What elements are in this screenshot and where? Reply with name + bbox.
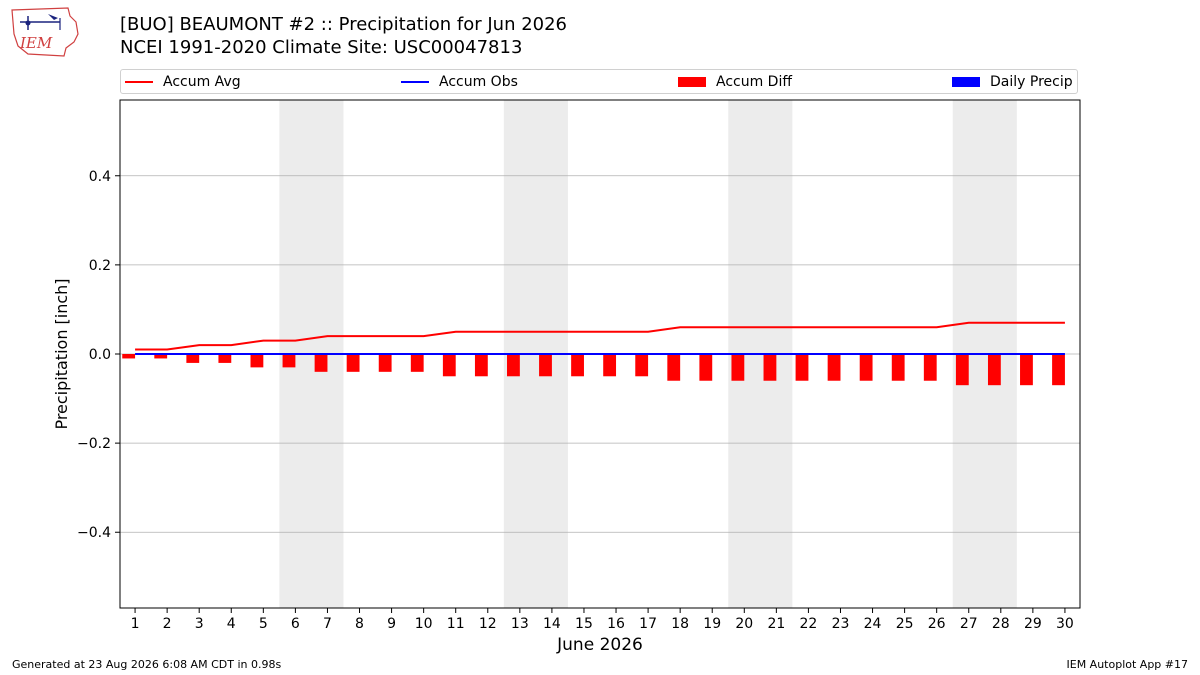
x-tick-label: 6 bbox=[291, 616, 300, 632]
accum-diff-bar-day-30 bbox=[1052, 354, 1065, 386]
x-tick-label: 30 bbox=[1056, 616, 1074, 632]
x-tick-label: 14 bbox=[543, 616, 561, 632]
x-tick-label: 2 bbox=[163, 616, 172, 632]
accum-diff-bar-day-20 bbox=[731, 354, 745, 381]
legend-item-accum-avg: Accum Avg bbox=[125, 70, 241, 93]
y-tick-label: 0.4 bbox=[89, 169, 111, 185]
legend-item-daily-precip: Daily Precip bbox=[952, 70, 1073, 93]
accum-diff-bar-day-23 bbox=[827, 354, 841, 381]
plot-frame bbox=[119, 99, 1081, 609]
accum-diff-bar-day-8 bbox=[346, 354, 360, 372]
x-tick-label: 4 bbox=[227, 616, 236, 632]
generated-footer: Generated at 23 Aug 2026 6:08 AM CDT in … bbox=[12, 658, 282, 671]
y-tick-label: −0.2 bbox=[77, 436, 111, 452]
app-footer: IEM Autoplot App #17 bbox=[1066, 658, 1189, 671]
accum-diff-bar-day-11 bbox=[442, 354, 456, 377]
iem-logo: IEM bbox=[11, 7, 79, 57]
legend-item-accum-obs: Accum Obs bbox=[401, 70, 518, 93]
legend-label-accum-diff: Accum Diff bbox=[716, 73, 793, 90]
accum-diff-bar-day-16 bbox=[603, 354, 617, 377]
x-tick-label: 9 bbox=[387, 616, 396, 632]
accum-diff-bar-day-13 bbox=[507, 354, 520, 377]
legend-label-accum-obs: Accum Obs bbox=[439, 73, 518, 90]
x-tick-label: 21 bbox=[767, 616, 785, 632]
legend-swatch-accum-avg bbox=[125, 80, 153, 83]
legend-swatch-accum-obs bbox=[401, 80, 429, 83]
accum-diff-bar-day-1 bbox=[122, 354, 136, 359]
accum-diff-bar-day-26 bbox=[923, 354, 937, 381]
accum-diff-bar-day-2 bbox=[154, 354, 168, 359]
accum-diff-bar-day-6 bbox=[282, 354, 296, 368]
x-tick-label: 26 bbox=[928, 616, 946, 632]
accum-diff-bar-day-4 bbox=[218, 354, 232, 363]
svg-text:IEM: IEM bbox=[19, 34, 53, 52]
x-tick-label: 17 bbox=[639, 616, 657, 632]
x-tick-label: 3 bbox=[195, 616, 204, 632]
legend-swatch-daily-precip bbox=[952, 76, 980, 87]
chart-title: [BUO] BEAUMONT #2 :: Precipitation for J… bbox=[120, 13, 567, 59]
x-tick-label: 20 bbox=[735, 616, 753, 632]
accum-diff-bar-day-14 bbox=[539, 354, 552, 377]
accum-diff-bar-day-24 bbox=[859, 354, 873, 381]
accum-diff-bar-day-9 bbox=[378, 354, 392, 372]
x-tick-label: 11 bbox=[447, 616, 465, 632]
legend-item-accum-diff: Accum Diff bbox=[678, 70, 792, 93]
title-line-2: NCEI 1991-2020 Climate Site: USC00047813 bbox=[120, 37, 523, 58]
x-tick-label: 12 bbox=[479, 616, 497, 632]
y-tick-label: 0.2 bbox=[89, 258, 111, 274]
x-tick-label: 13 bbox=[511, 616, 529, 632]
accum-avg-line bbox=[135, 321, 1065, 351]
accum-diff-bar-day-28 bbox=[987, 354, 1001, 386]
y-axis-label: Precipitation [inch] bbox=[52, 278, 71, 429]
accum-diff-bar-day-12 bbox=[474, 354, 488, 377]
x-tick-label: 22 bbox=[800, 616, 818, 632]
x-tick-label: 7 bbox=[323, 616, 332, 632]
y-tick-label: −0.4 bbox=[77, 525, 111, 541]
x-tick-label: 18 bbox=[671, 616, 689, 632]
legend-swatch-accum-diff bbox=[678, 76, 706, 87]
accum-diff-bar-day-25 bbox=[891, 354, 905, 381]
x-tick-label: 8 bbox=[355, 616, 364, 632]
x-tick-label: 15 bbox=[575, 616, 593, 632]
accum-diff-bar-day-17 bbox=[635, 354, 649, 377]
x-tick-label: 19 bbox=[703, 616, 721, 632]
x-tick-label: 10 bbox=[415, 616, 433, 632]
accum-diff-bar-day-5 bbox=[250, 354, 264, 368]
legend-label-daily-precip: Daily Precip bbox=[990, 73, 1073, 90]
x-tick-label: 1 bbox=[131, 616, 140, 632]
x-tick-label: 5 bbox=[259, 616, 268, 632]
x-tick-label: 24 bbox=[864, 616, 882, 632]
x-tick-label: 16 bbox=[607, 616, 625, 632]
accum-diff-bar-day-7 bbox=[314, 354, 328, 372]
accum-diff-bar-day-22 bbox=[795, 354, 809, 381]
chart-legend: Accum Avg Accum Obs Accum Diff Daily Pre… bbox=[120, 69, 1078, 94]
x-tick-label: 29 bbox=[1024, 616, 1042, 632]
accum-diff-bar-day-3 bbox=[186, 354, 200, 363]
x-axis-label: June 2026 bbox=[556, 635, 643, 655]
x-tick-label: 23 bbox=[832, 616, 850, 632]
accum-diff-bar-day-18 bbox=[667, 354, 681, 381]
accum-diff-bar-day-27 bbox=[955, 354, 969, 386]
y-tick-label: 0.0 bbox=[89, 347, 111, 363]
x-tick-label: 25 bbox=[896, 616, 914, 632]
accum-diff-bar-day-19 bbox=[699, 354, 713, 381]
accum-diff-bar-day-15 bbox=[571, 354, 584, 377]
x-tick-label: 27 bbox=[960, 616, 978, 632]
accum-diff-bar-day-21 bbox=[763, 354, 777, 381]
accum-diff-bar-day-10 bbox=[410, 354, 424, 372]
legend-label-accum-avg: Accum Avg bbox=[163, 73, 241, 90]
accum-diff-bar-day-29 bbox=[1020, 354, 1033, 386]
title-line-1: [BUO] BEAUMONT #2 :: Precipitation for J… bbox=[120, 14, 568, 35]
x-tick-label: 28 bbox=[992, 616, 1010, 632]
